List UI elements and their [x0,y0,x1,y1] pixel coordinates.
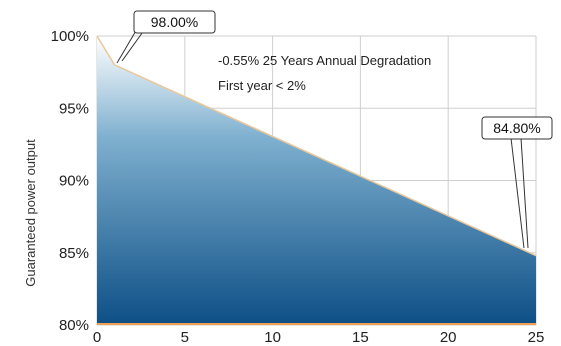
y-tick-label: 95% [59,100,89,117]
y-tick-labels: 80% 85% 90% 95% 100% [51,28,89,334]
degradation-area [97,36,536,325]
y-tick-label: 85% [59,245,89,262]
x-tick-label: 15 [352,329,369,346]
y-axis-label: Guaranteed power output [23,139,38,287]
end-callout-label: 84.80% [493,120,540,136]
x-tick-label: 5 [181,329,189,346]
y-tick-label: 100% [51,28,89,45]
end-callout: 84.80% [481,116,553,249]
start-callout-label: 98.00% [151,14,198,30]
y-tick-label: 80% [59,317,89,334]
x-tick-label: 0 [93,329,101,346]
x-tick-label: 20 [440,329,457,346]
y-tick-label: 90% [59,173,89,190]
x-tick-label: 10 [264,329,281,346]
first-year-annotation: First year < 2% [218,78,306,93]
degradation-annotation: -0.55% 25 Years Annual Degradation [218,53,431,68]
x-tick-labels: 0 5 10 15 20 25 [93,329,545,346]
degradation-line [96,35,537,257]
start-callout: 98.00% [116,10,216,64]
x-tick-label: 25 [528,329,545,346]
